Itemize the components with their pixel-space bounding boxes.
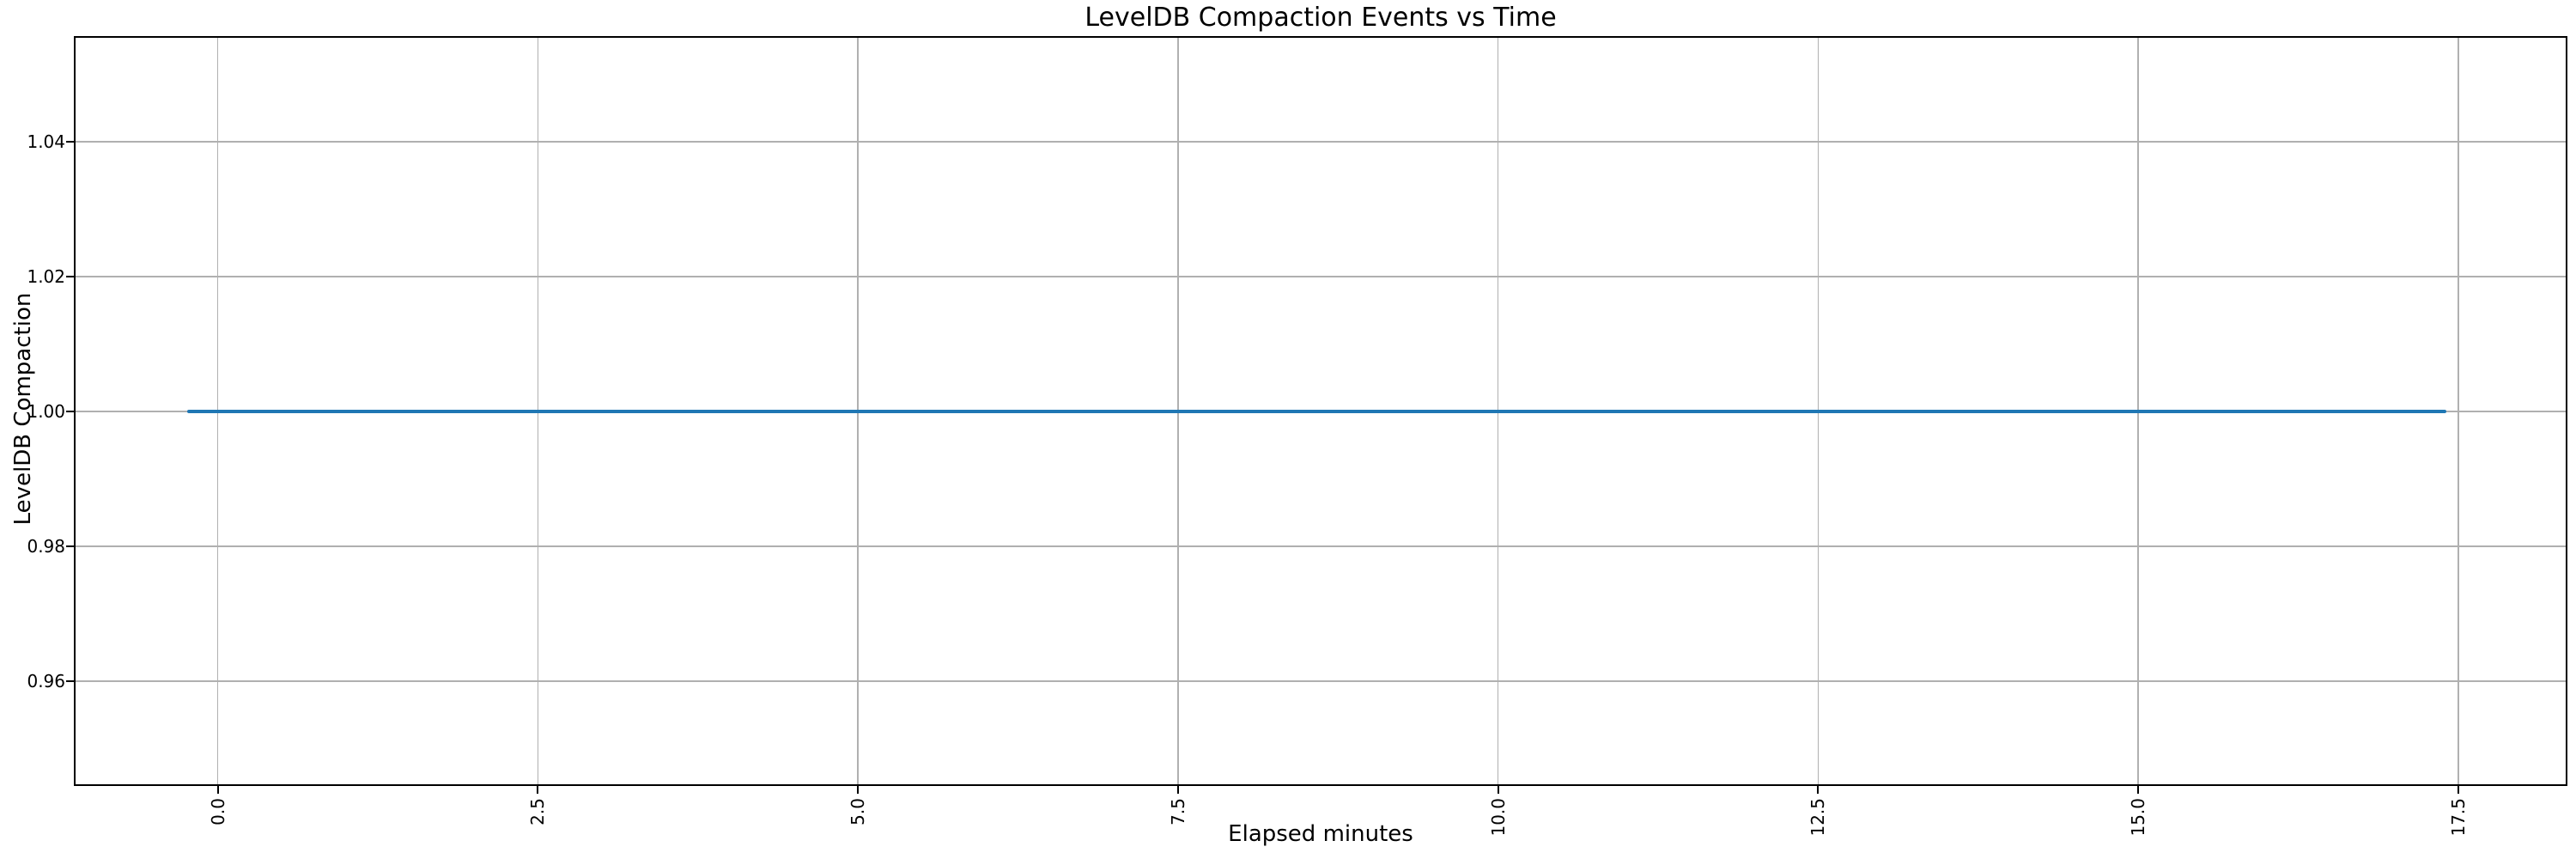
y-tick-label: 1.00 xyxy=(27,400,65,422)
y-tick-mark xyxy=(66,275,74,277)
chart-title: LevelDB Compaction Events vs Time xyxy=(1084,3,1557,33)
y-gridline xyxy=(76,680,2566,682)
y-tick-mark xyxy=(66,545,74,547)
y-gridline xyxy=(76,545,2566,547)
y-tick-mark xyxy=(66,140,74,143)
y-tick-label: 0.96 xyxy=(27,670,65,691)
x-tick-mark xyxy=(2137,786,2139,794)
y-tick-mark xyxy=(66,410,74,412)
x-tick-mark xyxy=(1817,786,1820,794)
x-tick-mark xyxy=(537,786,539,794)
x-axis-label: Elapsed minutes xyxy=(1228,821,1413,847)
y-tick-label: 0.98 xyxy=(27,535,65,557)
y-tick-mark xyxy=(66,679,74,682)
x-tick-mark xyxy=(857,786,859,794)
x-tick-mark xyxy=(1176,786,1179,794)
data-line xyxy=(186,410,2447,413)
y-tick-label: 1.04 xyxy=(27,131,65,152)
y-gridline xyxy=(76,141,2566,143)
x-tick-mark xyxy=(2457,786,2459,794)
y-tick-label: 1.02 xyxy=(27,265,65,287)
y-axis-label-text: LevelDB Compaction xyxy=(10,292,36,526)
y-axis-label: LevelDB Compaction xyxy=(10,293,36,529)
x-tick-mark xyxy=(216,786,219,794)
x-tick-mark xyxy=(1497,786,1499,794)
y-gridline xyxy=(76,276,2566,277)
